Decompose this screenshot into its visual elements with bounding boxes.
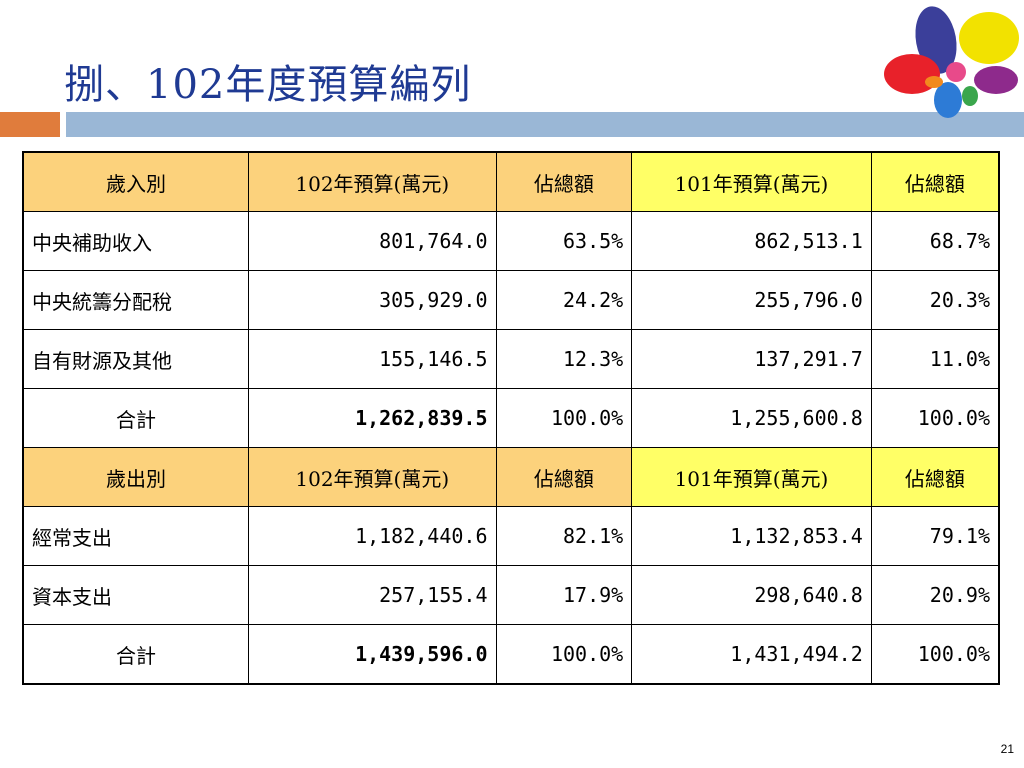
table-row: 經常支出 1,182,440.6 82.1% 1,132,853.4 79.1% [22,506,1000,566]
expenditure-header-row: 歲出別 102年預算(萬元) 佔總額 101年預算(萬元) 佔總額 [22,447,1000,507]
budget-101-cell: 298,640.8 [631,565,872,625]
share-102-cell: 12.3% [495,329,633,389]
budget-101-cell: 255,796.0 [631,270,872,330]
share-101-cell: 11.0% [870,329,1000,389]
header-cell: 佔總額 [870,447,1000,507]
table-row: 中央補助收入 801,764.0 63.5% 862,513.1 68.7% [22,211,1000,271]
row-label: 經常支出 [22,506,250,566]
share-101-cell: 100.0% [870,624,1000,685]
budget-101-cell: 137,291.7 [631,329,872,389]
header-cell: 101年預算(萬元) [631,447,872,507]
table-row: 中央統籌分配稅 305,929.0 24.2% 255,796.0 20.3% [22,270,1000,330]
total-row: 合計 1,262,839.5 100.0% 1,255,600.8 100.0% [22,388,1000,448]
budget-102-cell: 1,262,839.5 [248,388,497,448]
share-101-cell: 79.1% [870,506,1000,566]
budget-102-cell: 1,439,596.0 [248,624,497,685]
header-cell: 佔總額 [495,151,633,212]
accent-bar-orange [0,112,60,137]
budget-102-cell: 305,929.0 [248,270,497,330]
share-102-cell: 100.0% [495,624,633,685]
table-row: 自有財源及其他 155,146.5 12.3% 137,291.7 11.0% [22,329,1000,389]
header-cell: 歲入別 [22,151,250,212]
budget-102-cell: 257,155.4 [248,565,497,625]
header-cell: 佔總額 [495,447,633,507]
row-label: 中央補助收入 [22,211,250,271]
header-cell: 102年預算(萬元) [248,447,497,507]
flower-petals-logo-icon [884,6,1019,118]
row-label: 合計 [22,388,250,448]
share-101-cell: 100.0% [870,388,1000,448]
row-label: 資本支出 [22,565,250,625]
share-102-cell: 17.9% [495,565,633,625]
revenue-header-row: 歲入別 102年預算(萬元) 佔總額 101年預算(萬元) 佔總額 [22,151,1000,212]
share-101-cell: 20.9% [870,565,1000,625]
accent-bar-blue [66,112,1024,137]
share-102-cell: 63.5% [495,211,633,271]
header-cell: 佔總額 [870,151,1000,212]
row-label: 自有財源及其他 [22,329,250,389]
budget-table: 歲入別 102年預算(萬元) 佔總額 101年預算(萬元) 佔總額 中央補助收入… [22,151,1000,685]
total-row: 合計 1,439,596.0 100.0% 1,431,494.2 100.0% [22,624,1000,685]
row-label: 合計 [22,624,250,685]
budget-102-cell: 155,146.5 [248,329,497,389]
table-row: 資本支出 257,155.4 17.9% 298,640.8 20.9% [22,565,1000,625]
budget-101-cell: 1,132,853.4 [631,506,872,566]
share-101-cell: 68.7% [870,211,1000,271]
budget-101-cell: 862,513.1 [631,211,872,271]
budget-101-cell: 1,255,600.8 [631,388,872,448]
share-102-cell: 100.0% [495,388,633,448]
budget-102-cell: 801,764.0 [248,211,497,271]
slide-title: 捌、102年度預算編列 [64,62,472,108]
header-cell: 102年預算(萬元) [248,151,497,212]
page-number: 21 [1000,742,1014,756]
share-102-cell: 24.2% [495,270,633,330]
header-cell: 歲出別 [22,447,250,507]
share-101-cell: 20.3% [870,270,1000,330]
header-cell: 101年預算(萬元) [631,151,872,212]
budget-102-cell: 1,182,440.6 [248,506,497,566]
share-102-cell: 82.1% [495,506,633,566]
row-label: 中央統籌分配稅 [22,270,250,330]
budget-101-cell: 1,431,494.2 [631,624,872,685]
